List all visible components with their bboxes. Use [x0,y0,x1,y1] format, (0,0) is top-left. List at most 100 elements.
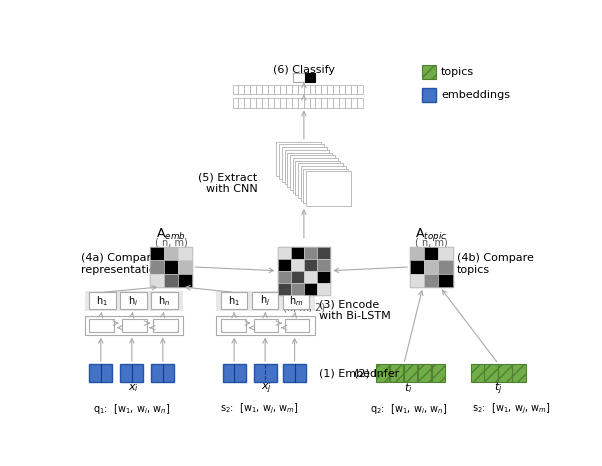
Bar [253,364,277,383]
Text: (5) Extract
with CNN: (5) Extract with CNN [198,172,258,194]
Text: (4a) Compare
representation: (4a) Compare representation [81,253,163,274]
Bar [120,292,146,309]
Bar [84,316,183,335]
Bar [410,247,424,260]
Bar [298,164,343,198]
Bar [424,247,438,260]
Text: q$_2$:  [w$_1$, w$_i$, w$_n$]: q$_2$: [w$_1$, w$_i$, w$_n$] [370,402,447,416]
Bar [244,98,250,108]
Bar [421,88,436,102]
Bar [305,73,315,82]
Bar [291,247,304,259]
Bar [164,247,178,260]
Bar [410,274,424,287]
Text: s$_2$:  [w$_1$, w$_j$, w$_m$]: s$_2$: [w$_1$, w$_j$, w$_m$] [220,401,298,416]
Text: (1) Embed: (1) Embed [320,368,377,378]
Bar [291,283,304,295]
Bar [304,259,317,271]
Text: t$_i$: t$_i$ [404,382,413,396]
Bar [321,98,327,108]
Bar [297,85,303,95]
Bar [376,364,389,383]
Bar [268,85,274,95]
Text: embeddings: embeddings [441,90,510,100]
Bar [256,98,262,108]
Bar [216,291,315,311]
Bar [278,259,291,271]
Bar [357,98,363,108]
Text: (3) Encode
with Bi-LSTM: (3) Encode with Bi-LSTM [320,299,391,321]
Bar [286,85,292,95]
Bar [339,85,345,95]
Bar [485,364,498,383]
Bar [432,364,445,383]
Bar [232,85,238,95]
Bar [150,247,192,287]
Bar [253,319,278,332]
Bar [351,98,357,108]
Bar [321,85,327,95]
Bar [317,247,330,259]
Text: h$_n$: h$_n$ [158,294,170,308]
Text: A$_{emb}$: A$_{emb}$ [156,227,186,242]
Text: s$_2$:  [w$_1$, w$_j$, w$_m$]: s$_2$: [w$_1$, w$_j$, w$_m$] [471,401,550,416]
Bar [274,85,280,95]
Bar [274,98,280,108]
Bar [216,316,315,335]
Text: (2) Infer: (2) Infer [354,368,400,378]
Bar [278,247,291,259]
Text: (6) Classify: (6) Classify [273,65,335,75]
Bar [410,260,424,274]
Bar [283,364,306,383]
Text: h$_i$: h$_i$ [128,294,138,308]
Bar [153,319,178,332]
Bar [309,85,315,95]
Bar [303,169,349,203]
Text: x$_j$: x$_j$ [261,381,272,396]
Bar [150,247,164,260]
Bar [122,319,146,332]
Bar [327,98,333,108]
Bar [89,364,113,383]
Bar [223,364,246,383]
Bar [424,274,438,287]
Bar [150,274,164,287]
Bar [390,364,403,383]
Bar [357,85,363,95]
Bar [150,260,164,274]
Bar [498,364,512,383]
Text: topics: topics [441,67,474,77]
Bar [291,259,304,271]
Bar [292,98,297,108]
Text: ( n, m): ( n, m) [415,237,448,247]
Bar [250,98,256,108]
Bar [345,85,351,95]
Bar [283,292,309,309]
Bar [262,98,268,108]
Bar [287,152,332,187]
Bar [304,247,317,259]
Bar [512,364,526,383]
Bar [282,147,327,182]
Bar [438,274,453,287]
Bar [315,85,321,95]
Bar [89,319,114,332]
Bar [327,85,333,95]
Bar [303,85,309,95]
Bar [286,98,292,108]
Bar [221,292,247,309]
Bar [315,98,321,108]
Bar [268,98,274,108]
Bar [278,247,330,295]
Bar [404,364,417,383]
Text: ( n, m): ( n, m) [155,237,187,247]
Bar [345,98,351,108]
Bar [317,283,330,295]
Text: q$_1$:  [w$_1$, w$_i$, w$_n$]: q$_1$: [w$_1$, w$_i$, w$_n$] [93,402,170,416]
Text: A$_{topic}$: A$_{topic}$ [415,226,447,243]
Text: t$_j$: t$_j$ [494,380,503,397]
Bar [164,260,178,274]
Bar [424,260,438,274]
Bar [418,364,431,383]
Bar [252,292,278,309]
